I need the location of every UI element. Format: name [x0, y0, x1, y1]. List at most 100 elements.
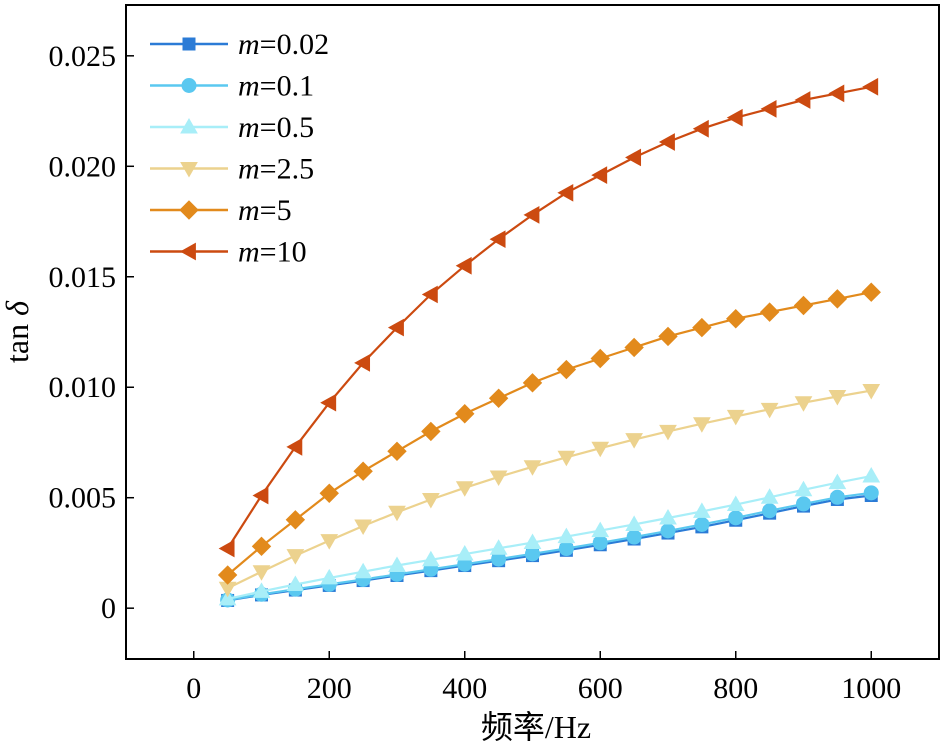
x-tick-label: 0: [186, 672, 201, 705]
data-point: [829, 489, 845, 505]
data-point: [658, 326, 678, 347]
plot-frame: [125, 4, 940, 660]
x-tick-label: 200: [307, 672, 352, 705]
y-tick-label: 0.020: [49, 150, 117, 183]
legend-item: m=10: [150, 236, 307, 269]
y-axis: 0 0.005 0.010 0.015 0.020 0.025: [49, 40, 134, 625]
data-point: [286, 438, 303, 456]
data-point: [387, 318, 404, 337]
legend-label: m=0.1: [238, 70, 314, 103]
data-point: [252, 486, 269, 505]
data-point: [625, 433, 643, 449]
data-point: [557, 183, 574, 202]
data-point: [793, 295, 814, 316]
data-point: [455, 404, 475, 424]
series-line: [226, 291, 872, 576]
data-point: [320, 534, 339, 550]
data-point: [862, 467, 881, 483]
legend-label: m=2.5: [238, 153, 314, 186]
series-layer: [217, 77, 881, 608]
y-axis-label: tan δ: [0, 300, 35, 363]
legend-marker: [182, 37, 196, 51]
data-point: [218, 539, 235, 558]
legend-marker: [179, 200, 199, 220]
legend-label: m=0.02: [238, 28, 329, 61]
data-point: [796, 496, 811, 512]
legend-item: m=0.1: [150, 70, 314, 103]
data-point: [794, 396, 813, 412]
legend-label: m=5: [238, 194, 292, 227]
data-point: [726, 309, 746, 329]
legend-marker: [179, 242, 196, 261]
data-point: [455, 481, 474, 497]
x-tick-label: 400: [442, 672, 487, 705]
data-point: [455, 545, 474, 561]
data-point: [760, 402, 779, 419]
data-point: [522, 373, 543, 393]
data-point: [353, 461, 373, 481]
data-point: [354, 354, 371, 372]
data-point: [693, 502, 711, 518]
data-point: [523, 533, 542, 550]
data-point: [760, 488, 779, 504]
data-point: [694, 516, 710, 532]
data-point: [863, 485, 879, 501]
data-point: [558, 541, 574, 557]
data-point: [658, 133, 675, 151]
legend-label: m=0.5: [238, 111, 314, 144]
x-axis-label: 频率/Hz: [481, 709, 591, 745]
y-tick-label: 0.010: [49, 371, 117, 404]
data-point: [862, 77, 879, 96]
legend-marker: [181, 78, 197, 93]
data-point: [591, 441, 610, 458]
data-point: [488, 388, 509, 408]
data-point: [590, 348, 610, 369]
data-point: [726, 409, 745, 426]
data-point: [523, 206, 540, 224]
data-point: [659, 424, 677, 441]
data-point: [591, 521, 610, 538]
legend: m=0.02 m=0.1 m=0.5 m=2.5 m=5 m=10: [150, 28, 329, 269]
data-point: [660, 523, 676, 539]
data-point: [388, 505, 406, 522]
data-point: [692, 317, 712, 338]
data-point: [354, 562, 372, 579]
data-point: [659, 509, 677, 525]
legend-label: m=10: [238, 236, 307, 269]
data-point: [626, 529, 642, 545]
data-point: [759, 302, 780, 322]
legend-marker: [180, 117, 198, 134]
series-2: [218, 467, 881, 606]
data-point: [762, 503, 778, 519]
data-point: [625, 515, 643, 531]
x-tick-label: 1000: [841, 672, 901, 705]
y-tick-label: 0: [101, 592, 116, 625]
data-point: [422, 492, 440, 509]
y-axis-label-prefix: tan: [0, 316, 35, 363]
legend-marker: [180, 162, 198, 178]
data-point: [794, 91, 811, 109]
data-point: [319, 483, 339, 503]
data-point: [728, 510, 744, 526]
data-point: [591, 166, 608, 184]
data-point: [252, 582, 271, 598]
data-point: [489, 539, 508, 555]
data-point: [693, 417, 711, 433]
y-tick-label: 0.025: [49, 40, 117, 73]
data-point: [286, 549, 305, 565]
data-point: [388, 556, 406, 573]
data-point: [354, 519, 372, 535]
data-point: [217, 565, 238, 585]
data-point: [455, 256, 472, 275]
series-3: [218, 384, 881, 598]
data-point: [387, 441, 407, 462]
data-point: [489, 230, 506, 249]
legend-item: m=0.5: [150, 111, 314, 144]
data-point: [251, 536, 272, 557]
data-point: [760, 99, 777, 118]
x-tick-label: 600: [578, 672, 623, 705]
data-point: [828, 390, 847, 406]
data-point: [252, 565, 271, 581]
data-point: [794, 480, 813, 497]
